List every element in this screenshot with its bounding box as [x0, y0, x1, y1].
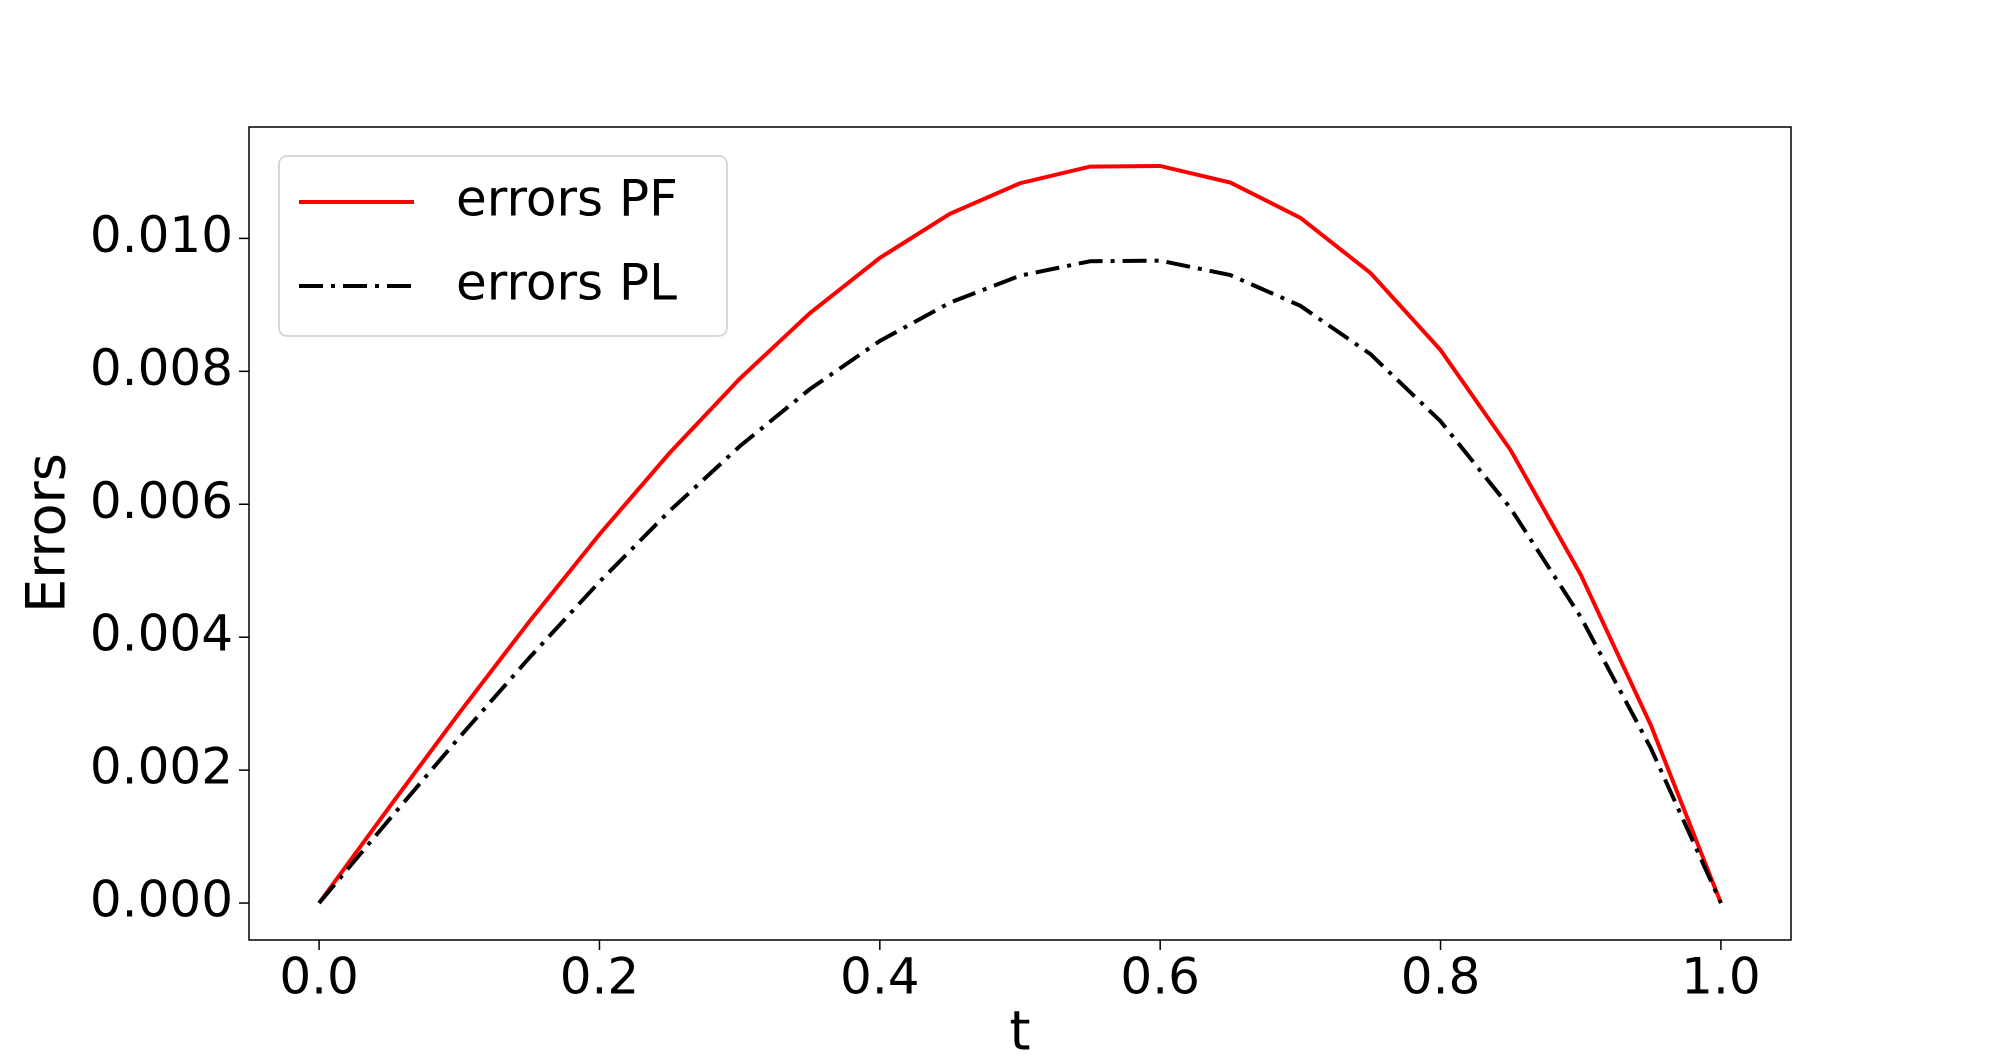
series-line	[317, 258, 1723, 905]
y-axis-label: Errors	[15, 453, 78, 613]
legend-label: errors PL	[456, 254, 677, 312]
y-tick-label: 0.004	[90, 605, 233, 663]
series-line	[317, 163, 1723, 905]
y-tick-label: 0.002	[90, 738, 233, 796]
x-axis-label: t	[1009, 1000, 1030, 1056]
legend-label: errors PF	[456, 170, 678, 228]
x-tick-label: 0.8	[1401, 948, 1481, 1006]
y-tick-label: 0.006	[90, 472, 233, 530]
x-tick-label: 0.2	[560, 948, 640, 1006]
y-tick-label: 0.008	[90, 339, 233, 397]
x-tick-label: 0.0	[279, 948, 359, 1006]
x-tick-label: 0.4	[840, 948, 920, 1006]
plot-frame	[248, 126, 1792, 941]
x-tick-label: 0.6	[1120, 948, 1200, 1006]
y-tick-label: 0.000	[90, 871, 233, 929]
y-tick-label: 0.010	[90, 206, 233, 264]
legend: errors PF errors PL	[278, 155, 728, 337]
x-tick-label: 1.0	[1681, 948, 1761, 1006]
